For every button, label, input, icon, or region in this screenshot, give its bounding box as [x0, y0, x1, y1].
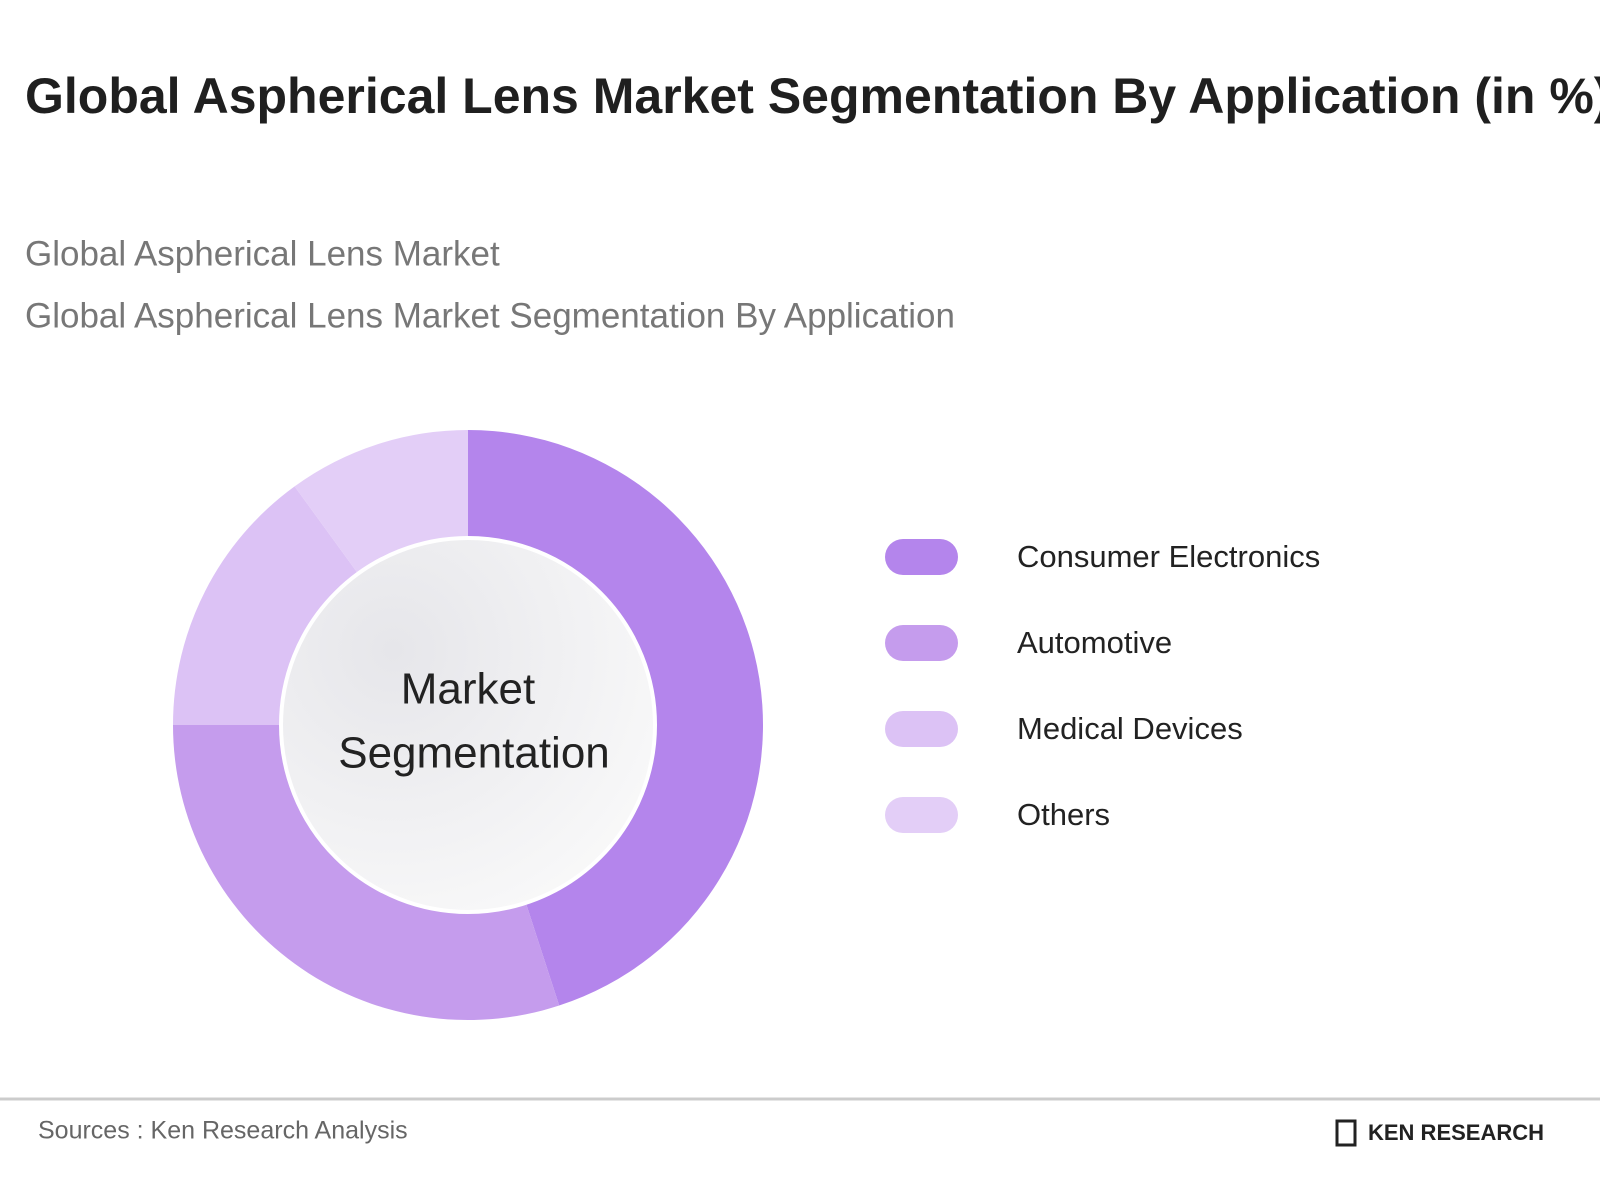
center-circle: [279, 536, 657, 914]
donut-slice: [468, 430, 763, 1006]
legend-swatch: [885, 711, 958, 747]
donut-slice: [173, 486, 358, 725]
legend-swatch: [885, 625, 958, 661]
center-label: Market: [401, 665, 535, 714]
legend-label: Medical Devices: [1017, 711, 1243, 746]
subtitle: Global Aspherical Lens Market Segmentati…: [25, 296, 955, 335]
legend-label: Automotive: [1017, 625, 1172, 660]
chart-title: Global Aspherical Lens Market Segmentati…: [25, 68, 1600, 124]
brand-logo: KEN RESEARCH: [1335, 1119, 1544, 1147]
subtitle: Global Aspherical Lens Market: [25, 234, 500, 273]
logo-icon: [1335, 1119, 1357, 1147]
legend-swatch: [885, 797, 958, 833]
brand: KEN RESEARCH: [1368, 1120, 1544, 1145]
legend-label: Consumer Electronics: [1017, 539, 1320, 574]
center-label: Segmentation: [338, 729, 610, 778]
donut-slice: [172, 725, 560, 1020]
legend-swatch: [885, 539, 958, 575]
donut-slice: [294, 430, 468, 573]
source: Sources : Ken Research Analysis: [38, 1117, 408, 1145]
legend-label: Others: [1017, 797, 1110, 832]
